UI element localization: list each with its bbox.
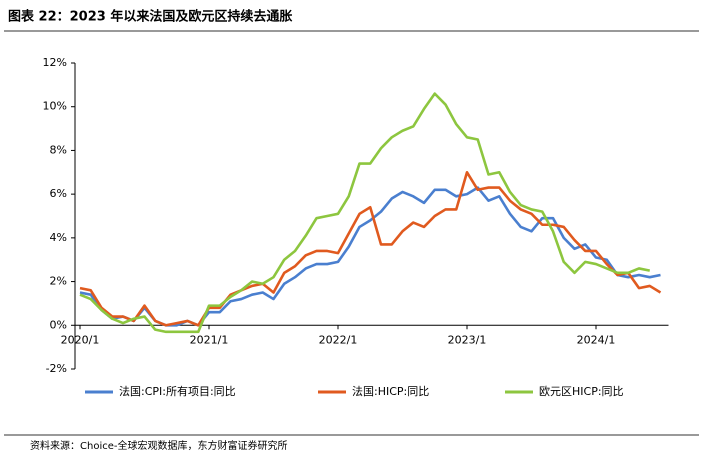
x-tick-label: 2022/1 (319, 333, 358, 346)
chart-title: 图表 22：2023 年以来法国及欧元区持续去通胀 (8, 9, 292, 25)
y-tick-label: 4% (50, 231, 67, 244)
legend-label: 法国:CPI:所有项目:同比 (119, 384, 236, 398)
y-tick-label: 0% (50, 318, 67, 331)
series-line (79, 92, 651, 334)
series-line (79, 186, 661, 327)
y-tick-label: 12% (43, 56, 67, 69)
y-tick-label: 6% (50, 187, 67, 200)
legend-label: 法国:HICP:同比 (352, 384, 429, 398)
x-tick-label: 2023/1 (448, 333, 487, 346)
x-tick-label: 2024/1 (577, 333, 616, 346)
y-tick-label: 10% (43, 100, 67, 113)
legend-label: 欧元区HICP:同比 (539, 385, 624, 398)
y-tick-label: 8% (50, 143, 67, 156)
source: 资料来源：Choice-全球宏观数据库，东方财富证券研究所 (30, 439, 287, 452)
x-tick-label: 2021/1 (190, 333, 229, 346)
y-tick-label: 2% (50, 275, 67, 288)
y-tick-label: -2% (46, 362, 67, 375)
x-tick-label: 2020/1 (61, 333, 100, 346)
series-line (79, 170, 662, 327)
